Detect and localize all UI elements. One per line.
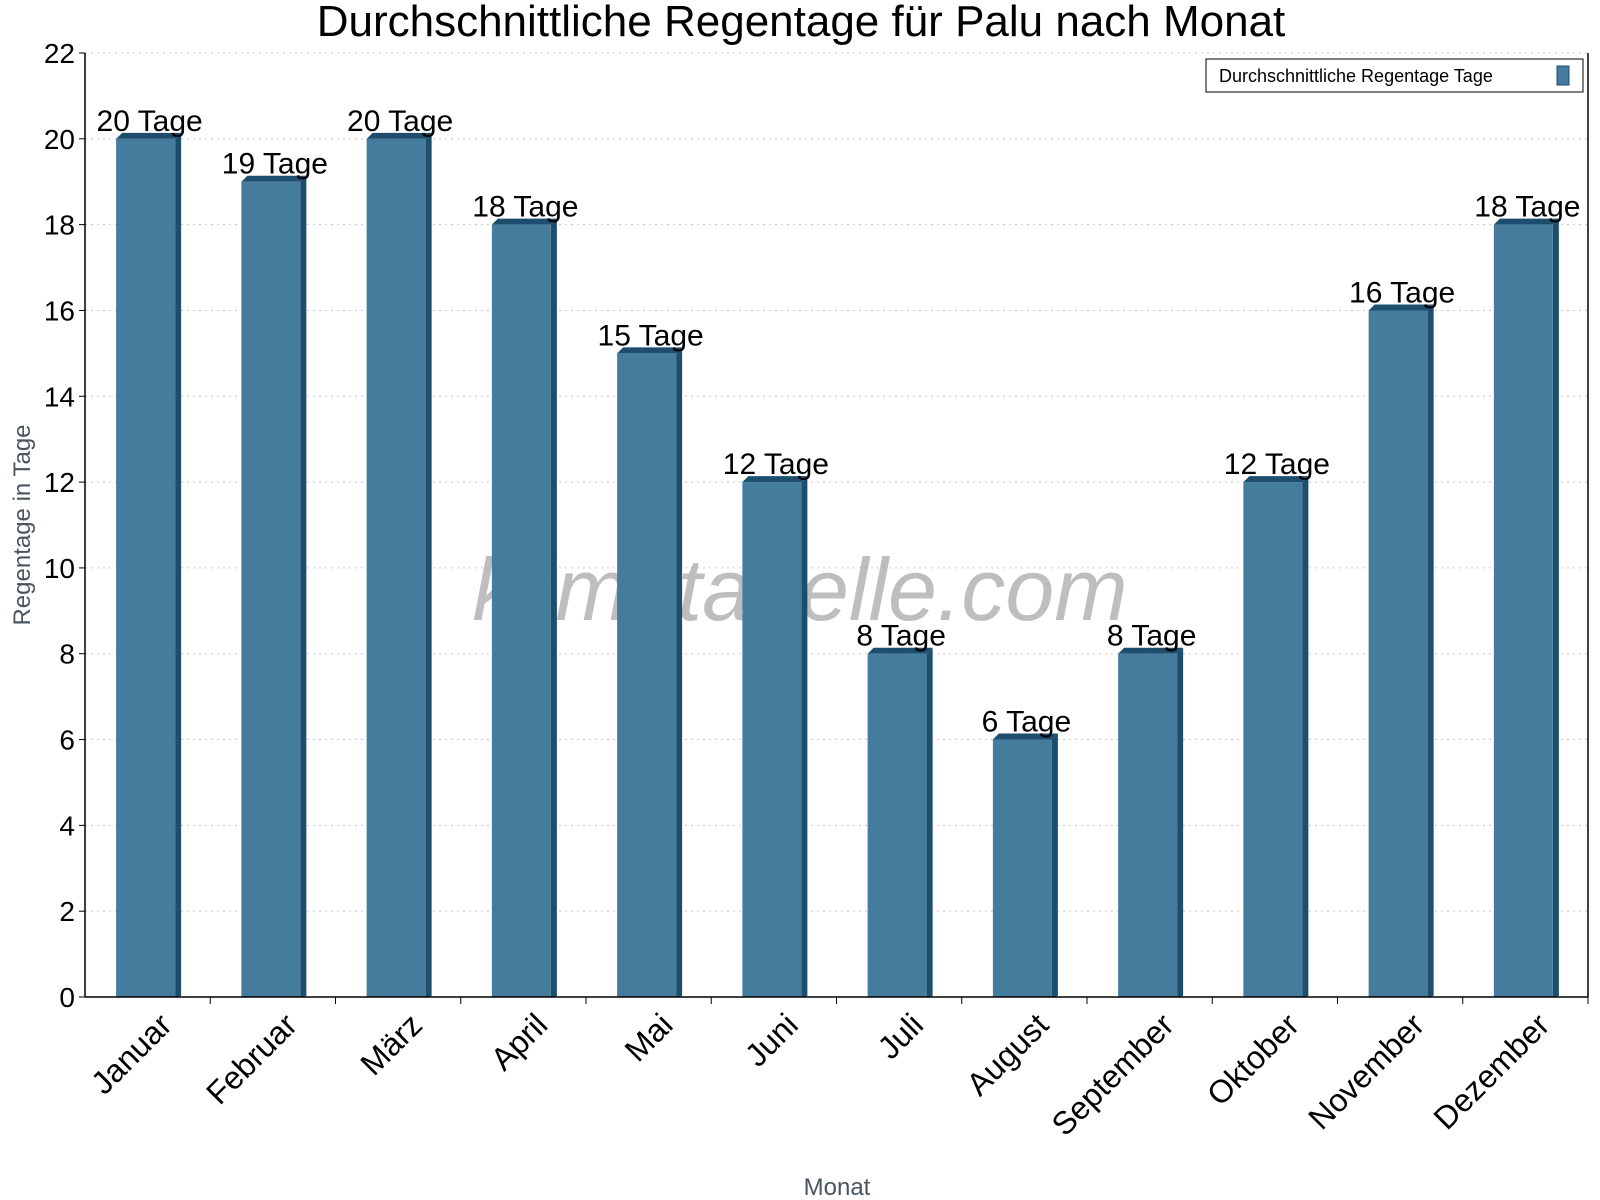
bar bbox=[1368, 310, 1428, 997]
bar-side bbox=[1051, 733, 1058, 997]
y-tick-label: 0 bbox=[59, 982, 75, 1013]
data-label: 16 Tage bbox=[1349, 276, 1455, 309]
y-tick-label: 10 bbox=[44, 553, 75, 584]
bar-top bbox=[491, 218, 557, 225]
bar-top bbox=[1243, 476, 1309, 483]
legend-label: Durchschnittliche Regentage Tage bbox=[1219, 66, 1493, 86]
bar-side bbox=[1302, 476, 1309, 997]
x-tick-label: September bbox=[1044, 1006, 1180, 1142]
grid bbox=[85, 52, 1588, 912]
y-axis-title: Regentage in Tage bbox=[9, 424, 36, 625]
y-tick-label: 20 bbox=[44, 124, 75, 155]
bar-side bbox=[1177, 647, 1184, 997]
legend-swatch bbox=[1556, 65, 1570, 86]
bars: 20 Tage 19 Tage 20 Tage 18 Tage 15 Tage 12 Ta… bbox=[97, 105, 1580, 998]
bar-top bbox=[617, 347, 683, 354]
bar-side bbox=[676, 347, 683, 997]
y-tick-label: 18 bbox=[44, 210, 75, 241]
y-tick-label: 14 bbox=[44, 381, 75, 412]
bar bbox=[241, 181, 301, 997]
x-tick-label: Dezember bbox=[1426, 1006, 1556, 1136]
data-label: 8 Tage bbox=[856, 620, 946, 653]
bar-top bbox=[1493, 218, 1559, 225]
bar-top bbox=[241, 175, 307, 182]
bar-side bbox=[1427, 304, 1434, 997]
legend-box bbox=[1205, 58, 1584, 93]
x-tick-label: Oktober bbox=[1200, 1006, 1306, 1112]
y-tick-label: 2 bbox=[59, 896, 75, 927]
y-tick-label: 22 bbox=[44, 38, 75, 69]
bar-side bbox=[926, 647, 933, 997]
bar bbox=[491, 224, 551, 998]
bar bbox=[116, 138, 176, 997]
bar bbox=[1118, 653, 1178, 997]
bar bbox=[742, 482, 802, 997]
data-label: 18 Tage bbox=[1474, 191, 1580, 224]
x-tick-label: Juni bbox=[738, 1006, 805, 1073]
x-tick-label: November bbox=[1301, 1006, 1431, 1136]
x-tick-label: März bbox=[353, 1006, 429, 1082]
bar bbox=[1493, 224, 1553, 998]
bar bbox=[1243, 482, 1303, 997]
data-label: 20 Tage bbox=[97, 105, 203, 138]
data-label: 18 Tage bbox=[472, 191, 578, 224]
y-tick-label: 6 bbox=[59, 725, 75, 756]
x-tick-label: Juli bbox=[871, 1006, 930, 1065]
bar bbox=[366, 138, 426, 997]
legend: Durchschnittliche Regentage Tage bbox=[1205, 58, 1584, 93]
data-label: 6 Tage bbox=[982, 706, 1072, 739]
bar-top bbox=[992, 733, 1058, 740]
x-tick-label: April bbox=[484, 1006, 555, 1077]
data-label: 12 Tage bbox=[723, 448, 829, 481]
chart-title: Durchschnittliche Regentage für Palu nac… bbox=[317, 0, 1286, 46]
bar-side bbox=[425, 132, 432, 997]
bar-top bbox=[742, 476, 808, 483]
y-tick-label: 4 bbox=[59, 810, 75, 841]
x-axis-title: Monat bbox=[804, 1174, 871, 1200]
x-tick-label: Mai bbox=[618, 1006, 680, 1068]
y-tick-label: 16 bbox=[44, 295, 75, 326]
bar-top bbox=[116, 132, 182, 139]
bar-side bbox=[175, 132, 182, 997]
data-label: 15 Tage bbox=[598, 319, 704, 352]
bar-top bbox=[366, 132, 432, 139]
bar-side bbox=[1552, 218, 1559, 998]
data-label: 8 Tage bbox=[1107, 620, 1197, 653]
bar-top bbox=[1368, 304, 1434, 311]
bar bbox=[617, 353, 677, 997]
bar-side bbox=[801, 476, 808, 997]
x-tick-label: Februar bbox=[199, 1006, 304, 1111]
x-tick-label: August bbox=[959, 1006, 1055, 1102]
bar-side bbox=[300, 175, 307, 997]
data-label: 12 Tage bbox=[1224, 448, 1330, 481]
bar-top bbox=[1118, 647, 1184, 654]
data-label: 19 Tage bbox=[222, 148, 328, 181]
bar bbox=[992, 739, 1052, 997]
bar-top bbox=[867, 647, 933, 654]
x-tick-label: Januar bbox=[84, 1006, 179, 1101]
bar bbox=[867, 653, 927, 997]
y-tick-label: 12 bbox=[44, 467, 75, 498]
y-tick-label: 8 bbox=[59, 639, 75, 670]
bar-side bbox=[550, 218, 557, 998]
data-label: 20 Tage bbox=[347, 105, 453, 138]
